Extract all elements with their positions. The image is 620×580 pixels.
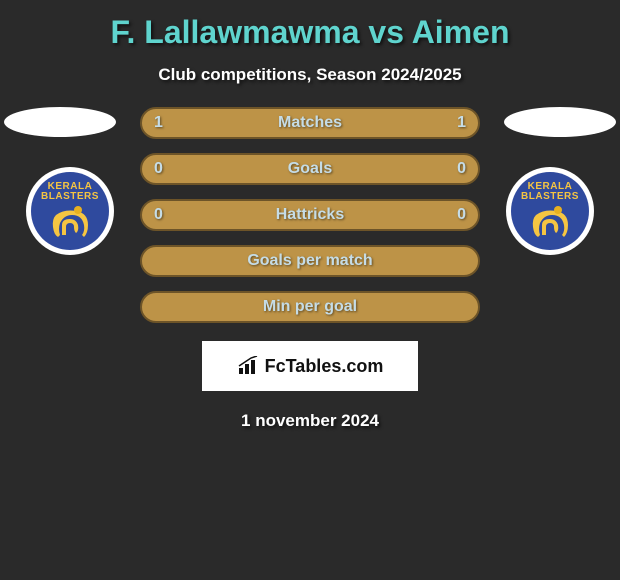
infographic-container: F. Lallawmawma vs Aimen Club competition… [0, 0, 620, 431]
club-name-line2-right: BLASTERS [521, 192, 579, 202]
subtitle: Club competitions, Season 2024/2025 [0, 55, 620, 107]
stat-label: Matches [278, 114, 342, 132]
stat-row-matches: 1 Matches 1 [140, 107, 480, 139]
stat-right-value: 0 [457, 206, 466, 224]
player-photo-right [504, 107, 616, 137]
stat-row-goals-per-match: Goals per match [140, 245, 480, 277]
club-badge-right: KERALA BLASTERS [506, 167, 594, 255]
chart-icon [237, 356, 261, 376]
comparison-title: F. Lallawmawma vs Aimen [0, 8, 620, 55]
stat-label: Min per goal [263, 298, 357, 316]
stat-left-value: 0 [154, 160, 163, 178]
club-name-line2-left: BLASTERS [41, 192, 99, 202]
club-name-line1-right: KERALA [528, 182, 573, 192]
stat-bars: 1 Matches 1 0 Goals 0 0 Hattricks 0 Goal… [140, 107, 480, 323]
club-badge-inner-left: KERALA BLASTERS [31, 172, 109, 250]
brand-box: FcTables.com [202, 341, 418, 391]
stat-right-value: 1 [457, 114, 466, 132]
date-label: 1 november 2024 [0, 391, 620, 431]
stats-area: KERALA BLASTERS KERALA BLASTERS 1 [0, 107, 620, 323]
elephant-icon [48, 205, 92, 241]
club-badge-inner-right: KERALA BLASTERS [511, 172, 589, 250]
stat-row-hattricks: 0 Hattricks 0 [140, 199, 480, 231]
stat-left-value: 1 [154, 114, 163, 132]
stat-row-goals: 0 Goals 0 [140, 153, 480, 185]
stat-row-min-per-goal: Min per goal [140, 291, 480, 323]
stat-left-value: 0 [154, 206, 163, 224]
brand-label: FcTables.com [265, 356, 384, 377]
stat-label: Goals [288, 160, 332, 178]
stat-right-value: 0 [457, 160, 466, 178]
stat-label: Hattricks [276, 206, 344, 224]
club-badge-left: KERALA BLASTERS [26, 167, 114, 255]
elephant-icon [528, 205, 572, 241]
player-photo-left [4, 107, 116, 137]
stat-label: Goals per match [247, 252, 372, 270]
club-name-line1-left: KERALA [48, 182, 93, 192]
